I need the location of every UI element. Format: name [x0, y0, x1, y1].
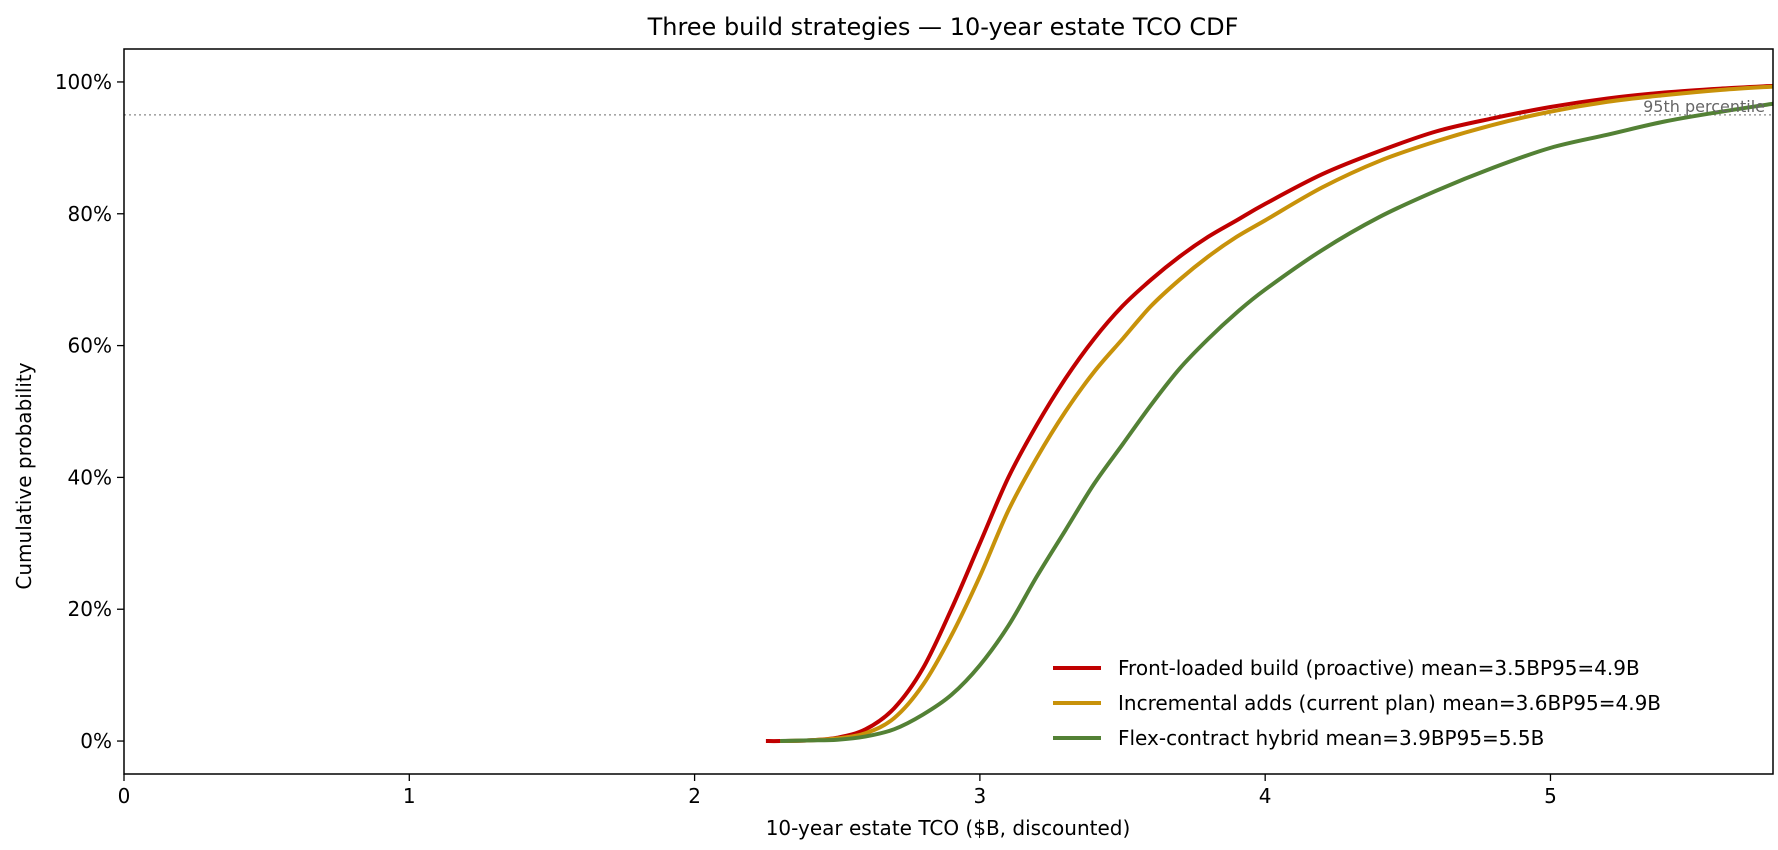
x-tick-label: 1	[403, 784, 416, 808]
y-tick-label: 40%	[68, 465, 112, 489]
y-tick-label: 80%	[68, 202, 112, 226]
y-axis-label: Cumulative probability	[12, 362, 36, 589]
y-tick-label: 60%	[68, 334, 112, 358]
x-tick-label: 4	[1259, 784, 1272, 808]
x-tick-label: 5	[1544, 784, 1557, 808]
x-axis-label: 10-year estate TCO ($B, discounted)	[766, 816, 1131, 840]
y-tick-label: 100%	[55, 70, 112, 94]
x-tick-label: 2	[688, 784, 701, 808]
x-tick-label: 3	[974, 784, 987, 808]
legend-label-2: Incremental adds (current plan) mean=3.6…	[1118, 691, 1661, 715]
percentile-annotation: 95th percentile	[1643, 97, 1765, 116]
plot-frame	[123, 48, 1774, 775]
series-line-2	[780, 84, 1773, 744]
series-line-3	[780, 101, 1773, 744]
plot-area	[124, 83, 1773, 744]
y-tick-label: 20%	[68, 597, 112, 621]
series-line-1	[765, 83, 1773, 744]
legend: Front-loaded build (proactive) mean=3.5B…	[1053, 656, 1661, 750]
legend-label-3: Flex-contract hybrid mean=3.9BP95=5.5B	[1118, 726, 1544, 750]
y-tick-label: 0%	[80, 729, 112, 753]
x-tick-label: 0	[118, 784, 131, 808]
chart-title: Three build strategies — 10-year estate …	[647, 13, 1239, 41]
legend-label-1: Front-loaded build (proactive) mean=3.5B…	[1118, 656, 1640, 680]
